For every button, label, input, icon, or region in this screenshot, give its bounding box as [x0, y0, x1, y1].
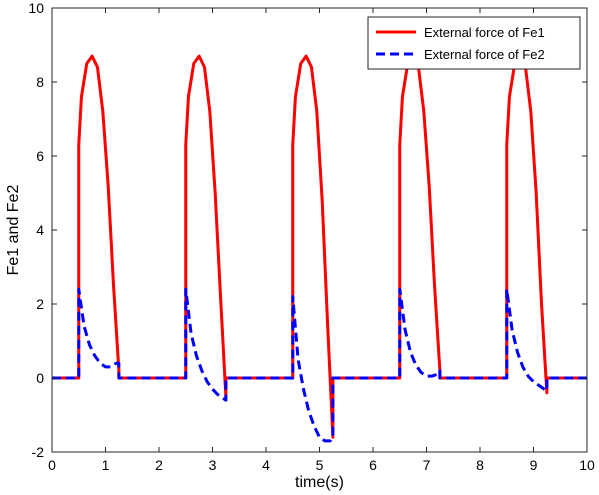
- y-tick-label: 4: [36, 222, 44, 238]
- x-tick-label: 7: [423, 457, 431, 473]
- y-tick-label: 10: [28, 0, 44, 16]
- y-tick-label: 8: [36, 74, 44, 90]
- legend-label-2: External force of Fe2: [424, 47, 545, 62]
- y-tick-label: 6: [36, 148, 44, 164]
- x-tick-label: 4: [262, 457, 270, 473]
- y-tick-label: 0: [36, 370, 44, 386]
- x-axis-label: time(s): [295, 474, 344, 491]
- x-tick-label: 8: [476, 457, 484, 473]
- legend-box: [367, 16, 581, 70]
- legend: External force of Fe1 External force of F…: [367, 16, 581, 70]
- x-tick-label: 2: [155, 457, 163, 473]
- series-layer: [52, 54, 587, 443]
- y-axis-label: Fe1 and Fe2: [5, 185, 22, 276]
- x-tick-label: 0: [48, 457, 56, 473]
- x-tick-label: 9: [530, 457, 538, 473]
- x-tick-label: 10: [579, 457, 595, 473]
- series-line-1: [52, 54, 587, 439]
- y-tick-label: -2: [32, 444, 45, 460]
- series-line-2: [52, 287, 587, 443]
- x-tick-label: 5: [316, 457, 324, 473]
- x-tick-label: 1: [102, 457, 110, 473]
- x-tick-label: 6: [369, 457, 377, 473]
- x-tick-label: 3: [209, 457, 217, 473]
- legend-label-1: External force of Fe1: [424, 25, 545, 40]
- y-tick-label: 2: [36, 296, 44, 312]
